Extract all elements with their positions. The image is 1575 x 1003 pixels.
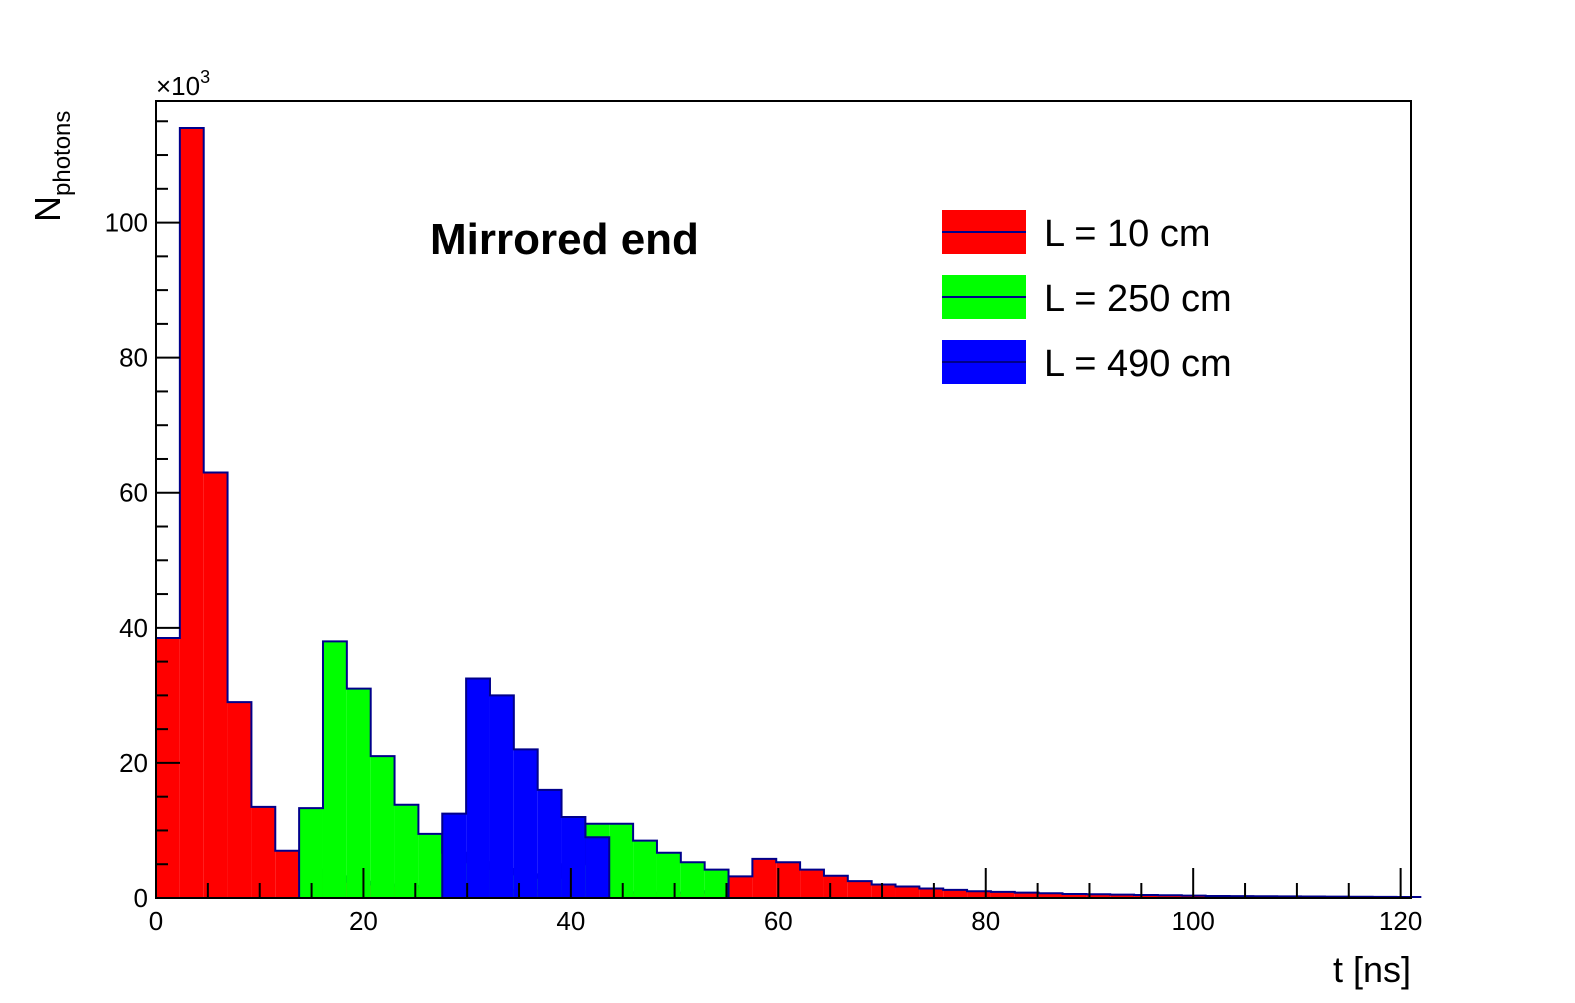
y-axis-title: Nphotons (27, 111, 76, 222)
x-tick-label: 100 (1171, 906, 1214, 936)
y-tick-label: 100 (105, 208, 148, 238)
histogram-bin (322, 641, 347, 898)
histogram-bin (203, 472, 228, 898)
histogram-bin (179, 128, 204, 898)
histogram-bin (1157, 895, 1182, 898)
histogram-bin (561, 816, 586, 898)
histogram-bin (895, 886, 920, 898)
histogram-bin (299, 808, 323, 898)
histogram-bin (537, 789, 562, 898)
histogram-bin (633, 840, 657, 898)
y-tick-label: 60 (119, 478, 148, 508)
histogram-bin (489, 695, 514, 898)
x-tick-label: 80 (971, 906, 1000, 936)
histogram-bin (466, 678, 490, 898)
histogram-bin (871, 884, 896, 898)
histogram-bin (1134, 894, 1158, 898)
histogram-bin (609, 823, 634, 898)
histogram-bin (990, 891, 1015, 898)
histogram-bin (704, 869, 729, 898)
y-axis-title-subscript: photons (49, 111, 76, 196)
plot-frame (155, 100, 1412, 899)
series-outline (441, 677, 611, 898)
histogram-bin (1205, 895, 1230, 898)
histogram-bin (251, 806, 276, 898)
histogram-bin (800, 869, 824, 898)
series-layer (155, 127, 1422, 899)
histogram-bin (1086, 894, 1111, 898)
histogram-bin (275, 850, 300, 898)
y-axis-title-main: N (27, 196, 68, 222)
legend-label: L = 10 cm (1044, 213, 1211, 255)
legend-label: L = 490 cm (1044, 343, 1232, 385)
histogram-bin (776, 862, 801, 898)
histogram-bin (585, 837, 610, 898)
legend-entry: L = 250 cm (942, 275, 1232, 320)
series-3 (441, 677, 611, 898)
y-tick-label: 0 (134, 883, 148, 913)
y-multiplier-exponent: 3 (200, 67, 210, 87)
histogram-bin (656, 852, 681, 898)
histogram-bin (1062, 893, 1087, 898)
x-tick-label: 40 (556, 906, 585, 936)
y-tick-label: 80 (119, 343, 148, 373)
y-multiplier-prefix: ×10 (156, 71, 200, 101)
x-tick-label: 20 (349, 906, 378, 936)
histogram-bin (847, 881, 872, 898)
y-tick-label: 40 (119, 613, 148, 643)
histogram-bin (680, 862, 705, 898)
histogram-bin (418, 833, 443, 898)
x-tick-label: 60 (764, 906, 793, 936)
legend-entry: L = 10 cm (942, 210, 1211, 255)
histogram-bin (227, 702, 252, 898)
histogram-bin (442, 813, 467, 898)
histogram-bin (394, 804, 419, 898)
chart-annotation: Mirrored end (430, 215, 699, 264)
histogram-bin (1014, 892, 1039, 898)
y-tick-label: 20 (119, 748, 148, 778)
histogram-bin (752, 858, 777, 898)
histogram-bin (156, 637, 180, 898)
y-multiplier: ×103 (156, 67, 210, 101)
x-axis-title: t [ns] (1333, 949, 1411, 990)
histogram-bin (728, 876, 753, 898)
histogram-bin (967, 891, 991, 898)
histogram-bin (370, 756, 395, 898)
histogram-bin (823, 875, 848, 898)
histogram-bin (1110, 894, 1135, 898)
legend-label: L = 250 cm (1044, 278, 1232, 320)
x-tick-label: 0 (149, 906, 163, 936)
legend: L = 10 cm L = 250 cm L = 490 cm (942, 210, 1232, 385)
histogram-bin (919, 888, 944, 898)
histogram-bin (943, 889, 968, 898)
legend-entry: L = 490 cm (942, 340, 1232, 385)
x-tick-label: 120 (1379, 906, 1422, 936)
histogram-bin (513, 749, 538, 898)
histogram-bin (346, 688, 371, 898)
histogram-bin (1038, 893, 1063, 898)
ticks-layer: 0 20 40 60 80 100 120 0 20 40 60 80 100 (105, 120, 1422, 936)
